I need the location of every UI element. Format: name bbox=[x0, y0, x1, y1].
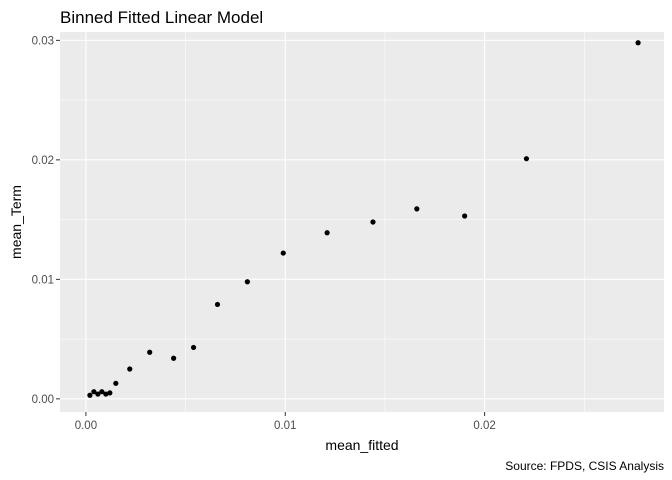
data-point bbox=[91, 389, 97, 395]
data-point bbox=[523, 156, 530, 162]
x-axis-title: mean_fitted bbox=[325, 437, 398, 453]
x-axis-ticks: 0.00 0.01 0.02 bbox=[75, 412, 496, 432]
data-point bbox=[462, 213, 468, 219]
data-point bbox=[190, 344, 197, 351]
x-tick-label: 0.01 bbox=[274, 420, 296, 432]
x-tick-label: 0.02 bbox=[473, 420, 495, 432]
data-point bbox=[324, 230, 330, 236]
plot-panel bbox=[60, 32, 664, 412]
data-point bbox=[370, 219, 376, 225]
data-point bbox=[244, 279, 250, 285]
data-point bbox=[280, 250, 286, 256]
chart-caption: Source: FPDS, CSIS Analysis bbox=[505, 459, 664, 473]
minor-gridlines bbox=[60, 32, 664, 412]
y-tick-label: 0.02 bbox=[32, 155, 54, 167]
y-tick-label: 0.01 bbox=[32, 274, 54, 286]
y-axis-title: mean_Term bbox=[8, 185, 24, 259]
data-point bbox=[103, 391, 109, 397]
data-points bbox=[87, 40, 641, 398]
data-point bbox=[87, 392, 93, 398]
data-point bbox=[127, 366, 133, 372]
data-point bbox=[171, 355, 177, 361]
x-tick-label: 0.00 bbox=[75, 420, 97, 432]
data-point bbox=[214, 301, 221, 308]
data-point bbox=[99, 389, 105, 395]
chart-title: Binned Fitted Linear Model bbox=[60, 8, 263, 27]
y-tick-label: 0.00 bbox=[32, 394, 54, 406]
y-axis-ticks: 0.00 0.01 0.02 0.03 bbox=[32, 35, 60, 406]
data-point bbox=[147, 349, 153, 355]
data-point bbox=[635, 40, 641, 46]
y-tick-label: 0.03 bbox=[32, 35, 54, 47]
data-point bbox=[95, 391, 101, 397]
data-point bbox=[414, 206, 420, 212]
major-gridlines bbox=[60, 32, 664, 412]
data-point bbox=[107, 390, 113, 396]
data-point bbox=[113, 380, 119, 386]
